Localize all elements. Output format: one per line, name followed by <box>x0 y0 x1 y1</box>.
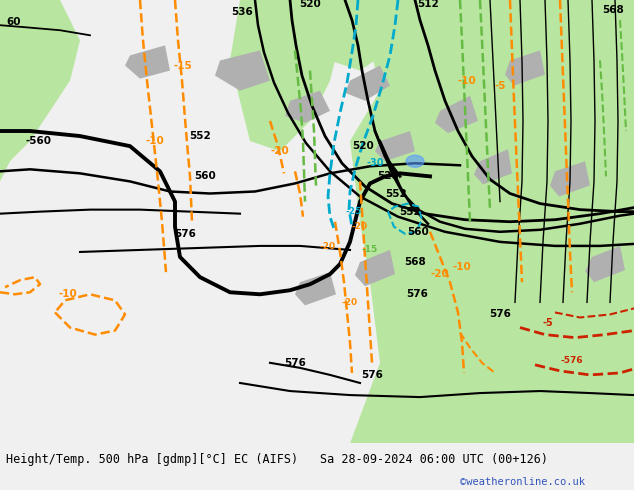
Text: -20: -20 <box>352 222 368 231</box>
Text: -10: -10 <box>458 75 476 86</box>
Text: 512: 512 <box>417 0 439 9</box>
Text: 576: 576 <box>284 358 306 368</box>
Polygon shape <box>0 0 80 181</box>
Text: Sa 28-09-2024 06:00 UTC (00+126): Sa 28-09-2024 06:00 UTC (00+126) <box>320 453 548 466</box>
Polygon shape <box>125 46 170 78</box>
Polygon shape <box>440 0 634 222</box>
Text: -560: -560 <box>25 136 51 146</box>
Ellipse shape <box>406 155 424 167</box>
Text: 568: 568 <box>602 5 624 15</box>
Text: 560: 560 <box>407 227 429 237</box>
Text: -20: -20 <box>271 146 289 156</box>
Polygon shape <box>280 0 410 71</box>
Text: 60: 60 <box>7 17 22 27</box>
Text: 568: 568 <box>404 257 426 267</box>
Polygon shape <box>480 0 634 363</box>
Text: ©weatheronline.co.uk: ©weatheronline.co.uk <box>460 477 585 487</box>
Text: -10: -10 <box>58 289 77 299</box>
Polygon shape <box>435 96 478 133</box>
Text: -20: -20 <box>320 243 336 251</box>
Polygon shape <box>0 0 55 71</box>
Text: 552: 552 <box>399 207 421 217</box>
Polygon shape <box>355 250 395 286</box>
Text: 576: 576 <box>406 289 428 299</box>
Polygon shape <box>285 91 330 123</box>
Text: -5: -5 <box>543 318 553 327</box>
Text: 576: 576 <box>361 370 383 380</box>
Text: Height/Temp. 500 hPa [gdmp][°C] EC (AIFS): Height/Temp. 500 hPa [gdmp][°C] EC (AIFS… <box>6 453 298 466</box>
Text: 552: 552 <box>385 189 407 198</box>
Polygon shape <box>345 66 390 101</box>
Text: 552: 552 <box>189 131 211 141</box>
Text: -10: -10 <box>146 136 164 146</box>
Text: -20: -20 <box>342 298 358 307</box>
Text: 520: 520 <box>352 141 374 151</box>
Text: -15: -15 <box>362 245 378 254</box>
Polygon shape <box>215 50 270 91</box>
Polygon shape <box>505 50 545 86</box>
Text: 536: 536 <box>231 7 253 17</box>
Text: -5: -5 <box>495 81 506 91</box>
Polygon shape <box>585 246 625 282</box>
Text: -15: -15 <box>174 60 192 71</box>
Text: -25: -25 <box>346 207 362 216</box>
Polygon shape <box>295 272 336 305</box>
Polygon shape <box>474 149 512 184</box>
Polygon shape <box>550 161 590 196</box>
Text: 576: 576 <box>489 310 511 319</box>
Text: 576: 576 <box>174 229 196 239</box>
Text: -10: -10 <box>453 262 471 272</box>
Text: 560: 560 <box>194 172 216 181</box>
Text: 528: 528 <box>377 172 399 181</box>
Text: -20: -20 <box>430 269 450 279</box>
Text: -30: -30 <box>366 158 384 168</box>
Text: -576: -576 <box>560 356 583 366</box>
Polygon shape <box>350 0 634 443</box>
Polygon shape <box>375 131 415 161</box>
Text: 520: 520 <box>299 0 321 9</box>
Polygon shape <box>230 0 340 151</box>
